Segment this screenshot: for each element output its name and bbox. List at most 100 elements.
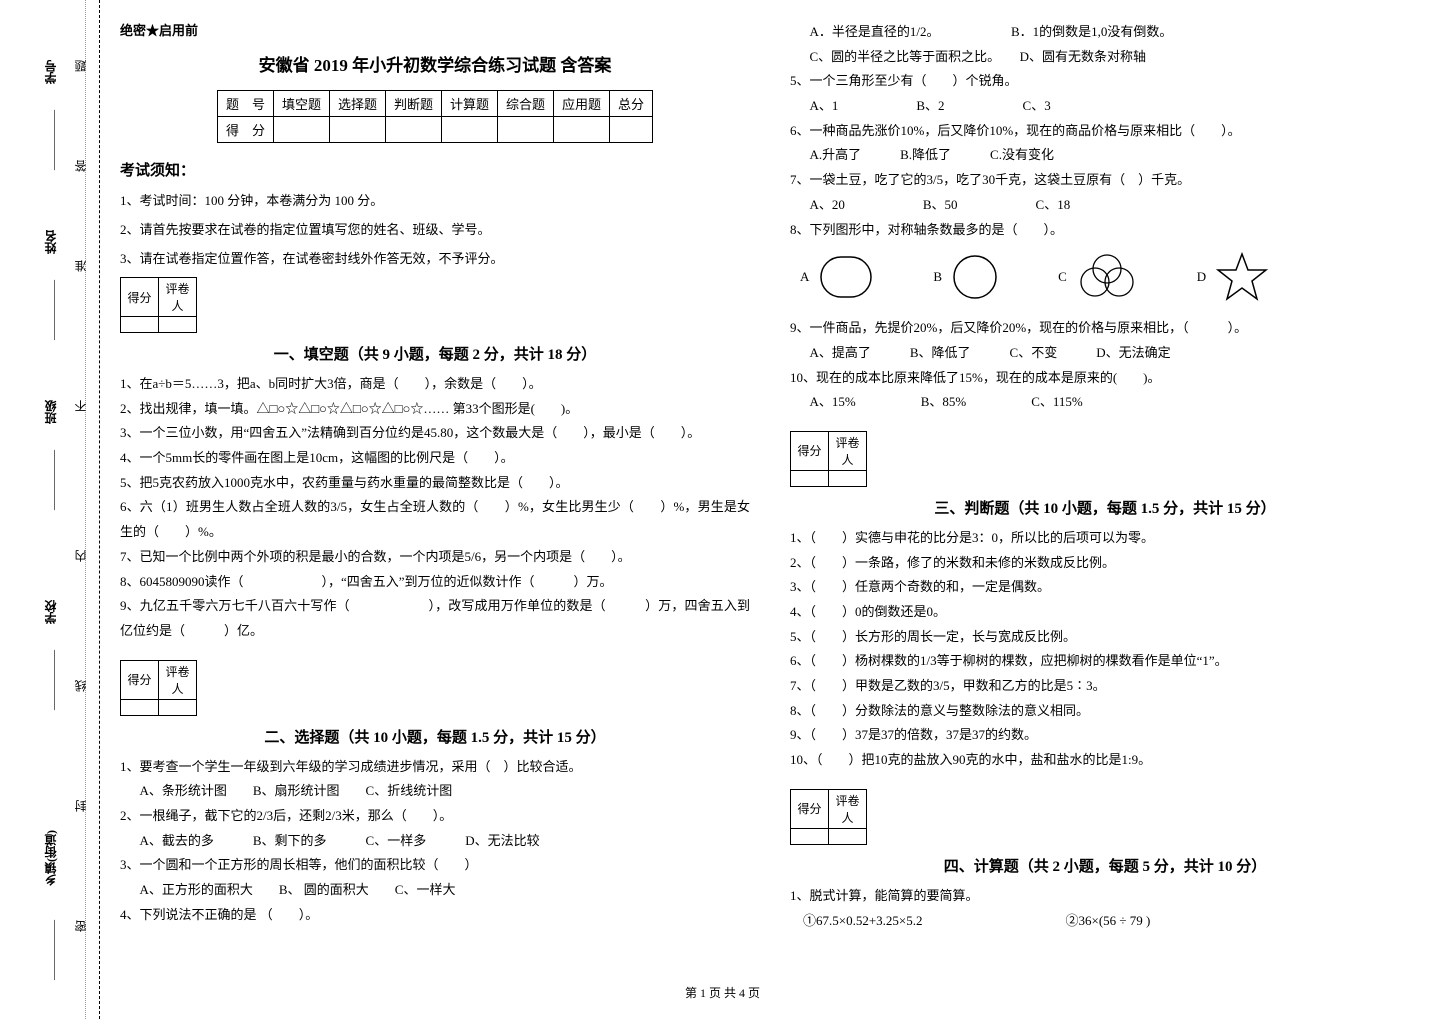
q-opts: A．半径是直径的1/2。 B．1的倒数是1,0没有倒数。 [790,20,1420,45]
instruction-item: 3、请在试卷指定位置作答，在试卷密封线外作答无效，不予评分。 [120,248,750,267]
q-opts: A、条形统计图 B、扇形统计图 C、折线统计图 [120,779,750,804]
section3-questions: 1、（ ）实德与申花的比分是3：0，所以比的后项可以为零。 2、（ ）一条路，修… [790,526,1420,773]
circle-icon [952,254,998,300]
scorebox-s2: 得分评卷人 [120,660,197,716]
scorebox-c1: 得分 [791,789,829,828]
section4-title: 四、计算题（共 2 小题，每题 5 分，共计 10 分） [790,855,1420,876]
q-stem: 1、要考查一个学生一年级到六年级的学习成绩进步情况，采用（ ）比较合适。 [120,755,750,780]
score-head-table: 题 号 填空题 选择题 判断题 计算题 综合题 应用题 总分 得 分 [217,90,653,143]
q: 2、（ ）一条路，修了的米数和未修的米数成反比例。 [790,551,1420,576]
gutter-label-xuehao: 学号 [42,60,59,84]
q8-shapes-row: A B C D [800,252,1420,302]
cell [791,470,829,486]
page-footer: 第 1 页 共 4 页 [0,984,1445,1001]
instructions: 考试须知： 1、考试时间：100 分钟，本卷满分为 100 分。 2、请首先按要… [120,159,750,267]
cell [273,117,329,143]
q: 10、（ ）把10克的盐放入90克的水中，盐和盐水的比是1:9。 [790,748,1420,773]
cell [385,117,441,143]
q-stem: 10、现在的成本比原来降低了15%，现在的成本是原来的( )。 [790,366,1420,391]
q-opts: A、15% B、85% C、115% [790,390,1420,415]
th-2: 选择题 [329,91,385,117]
cell [791,828,829,844]
q: 5、（ ）长方形的周长一定，长与宽成反比例。 [790,625,1420,650]
scorebox-c1: 得分 [121,278,159,317]
q: 1、在a÷b＝5……3，把a、b同时扩大3倍，商是（ ），余数是（ ）。 [120,372,750,397]
q-opts: A、截去的多 B、剩下的多 C、一样多 D、无法比较 [120,829,750,854]
q-stem: 6、一种商品先涨价10%，后又降价10%，现在的商品价格与原来相比（ ）。 [790,119,1420,144]
gutter-mark-da: 答 [72,160,89,172]
cell [121,317,159,333]
q-stem: 5、一个三角形至少有（ ）个锐角。 [790,69,1420,94]
q: 3、一个三位小数，用“四舍五入”法精确到百分位约是45.80，这个数最大是（ ）… [120,421,750,446]
cell [554,117,610,143]
th-5: 综合题 [498,91,554,117]
shape-D: D [1197,252,1268,302]
th-6: 应用题 [554,91,610,117]
shape-label-A: A [800,269,809,285]
th-7: 总分 [610,91,653,117]
instructions-heading: 考试须知： [120,159,750,180]
instruction-item: 2、请首先按要求在试卷的指定位置填写您的姓名、班级、学号。 [120,219,750,238]
q-stem: 7、一袋土豆，吃了它的3/5，吃了30千克，这袋土豆原有（ ）千克。 [790,168,1420,193]
q: 4、一个5mm长的零件画在图上是10cm，这幅图的比例尺是（ ）。 [120,446,750,471]
q-stem: 8、下列图形中，对称轴条数最多的是（ ）。 [790,218,1420,243]
q-opts: A、20 B、50 C、18 [790,193,1420,218]
scorebox-c2: 评卷人 [159,278,197,317]
right-column: A．半径是直径的1/2。 B．1的倒数是1,0没有倒数。 C、圆的半径之比等于面… [790,20,1420,933]
scorebox-c2: 评卷人 [829,431,867,470]
gutter-mark-zhun: 准 [72,260,89,272]
gutter-label-banji: 班级 [42,400,59,424]
gutter-blank-1: __________ [42,110,57,170]
gutter-label-xuexiao: 学校 [42,600,59,624]
binding-gutter: 学号 __________ 姓名 __________ 班级 _________… [0,0,100,1019]
section2-title: 二、选择题（共 10 小题，每题 1.5 分，共计 15 分） [120,726,750,747]
section4-questions: 1、脱式计算，能简算的要简算。 ①67.5×0.52+3.25×5.2 ②36×… [790,884,1420,933]
q: 8、（ ）分数除法的意义与整数除法的意义相同。 [790,699,1420,724]
shape-label-B: B [933,269,942,285]
q: 8、6045809090读作（ ），“四舍五入”到万位的近似数计作（ ）万。 [120,570,750,595]
shape-label-D: D [1197,269,1206,285]
scorebox-c2: 评卷人 [829,789,867,828]
q-stem: 4、下列说法不正确的是 （ ）。 [120,903,750,928]
q: ①67.5×0.52+3.25×5.2 ②36×(56 ÷ 79 ) [790,909,1420,934]
gutter-mark-ti: 题 [72,60,89,72]
shape-label-C: C [1058,269,1067,285]
q-stem: 9、一件商品，先提价20%，后又降价20%，现在的价格与原来相比，（ ）。 [790,316,1420,341]
cell [159,699,197,715]
th-1: 填空题 [273,91,329,117]
cell [159,317,197,333]
cell [442,117,498,143]
q-opts: C、圆的半径之比等于面积之比。 D、圆有无数条对称轴 [790,45,1420,70]
page-content: 绝密★启用前 安徽省 2019 年小升初数学综合练习试题 含答案 题 号 填空题… [120,20,1420,933]
q4-continued-opts: A．半径是直径的1/2。 B．1的倒数是1,0没有倒数。 C、圆的半径之比等于面… [790,20,1420,69]
scorebox-c2: 评卷人 [159,660,197,699]
q-stem: 3、一个圆和一个正方形的周长相等，他们的面积比较（ ） [120,853,750,878]
scorebox-s3: 得分评卷人 [790,431,867,487]
scorebox-s1: 得分评卷人 [120,277,197,333]
cell [829,470,867,486]
th-0: 题 号 [217,91,273,117]
q: 9、九亿五千零六万七千八百六十写作（ ），改写成用万作单位的数是（ ）万，四舍五… [120,594,750,643]
q-opts: A、提高了 B、降低了 C、不变 D、无法确定 [790,341,1420,366]
gutter-mark-xian: 线 [72,680,89,692]
section2-right-questions: 5、一个三角形至少有（ ）个锐角。 A、1 B、2 C、3 6、一种商品先涨价1… [790,69,1420,242]
gutter-blank-2: __________ [42,280,57,340]
q: 6、六（1）班男生人数占全班人数的3/5，女生占全班人数的（ ）%，女生比男生少… [120,495,750,544]
scorebox-s4: 得分评卷人 [790,789,867,845]
table-row: 题 号 填空题 选择题 判断题 计算题 综合题 应用题 总分 [217,91,652,117]
th-3: 判断题 [385,91,441,117]
gutter-blank-5: __________ [42,920,57,980]
scorebox-c1: 得分 [791,431,829,470]
cell [121,699,159,715]
table-row: 得 分 [217,117,652,143]
q: 1、脱式计算，能简算的要简算。 [790,884,1420,909]
q: 7、（ ）甲数是乙数的3/5，甲数和乙方的比是5∶3。 [790,674,1420,699]
cell [329,117,385,143]
section2-right-questions-2: 9、一件商品，先提价20%，后又降价20%，现在的价格与原来相比，（ ）。 A、… [790,316,1420,415]
q-opts: A、1 B、2 C、3 [790,94,1420,119]
gutter-blank-3: __________ [42,450,57,510]
cell [829,828,867,844]
gutter-mark-nei: 内 [72,550,89,562]
instruction-item: 1、考试时间：100 分钟，本卷满分为 100 分。 [120,190,750,209]
row-label: 得 分 [217,117,273,143]
